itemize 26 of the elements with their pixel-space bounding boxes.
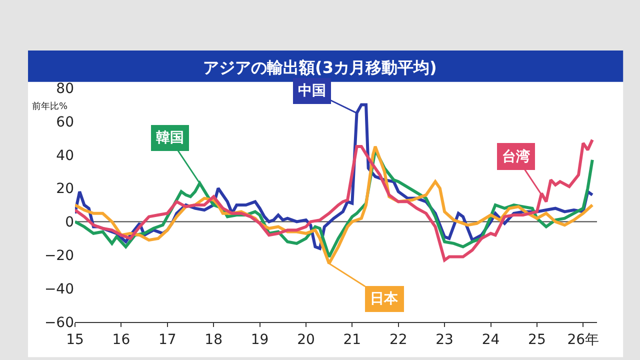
x-tick-label: 23: [436, 332, 454, 348]
series-label: 台湾: [502, 148, 530, 165]
x-tick-label: 18: [204, 332, 222, 348]
x-tick-label: 17: [158, 332, 176, 348]
x-tick-label: 24: [482, 332, 500, 348]
text: 韓国: [156, 130, 184, 146]
x-tick-label: 22: [389, 332, 408, 348]
x-tick-label: 25: [528, 332, 546, 348]
text: 日本: [370, 291, 399, 307]
x-tick-label: 15: [66, 332, 84, 348]
y-tick-label: 20: [56, 181, 74, 198]
y-tick-label: 80: [56, 80, 74, 97]
y-axis-title: 前年比%: [32, 101, 68, 112]
x-tick-label: 19: [250, 332, 269, 348]
y-tick-label: −20: [44, 248, 74, 264]
chart-title: アジアの輸出額(3カ月移動平均): [203, 58, 437, 77]
y-tick-label: −40: [44, 281, 74, 298]
y-tick-label: 40: [56, 148, 74, 164]
x-tick-label: 21: [343, 332, 362, 348]
text: 中国: [298, 83, 326, 99]
x-tick-label: 20: [297, 332, 315, 348]
y-tick-label: 60: [56, 114, 74, 130]
y-tick-label: −60: [44, 314, 74, 331]
y-tick-label: 0: [65, 214, 74, 231]
x-tick-label: 16: [112, 332, 130, 348]
x-tick-label: 26年: [567, 332, 600, 348]
